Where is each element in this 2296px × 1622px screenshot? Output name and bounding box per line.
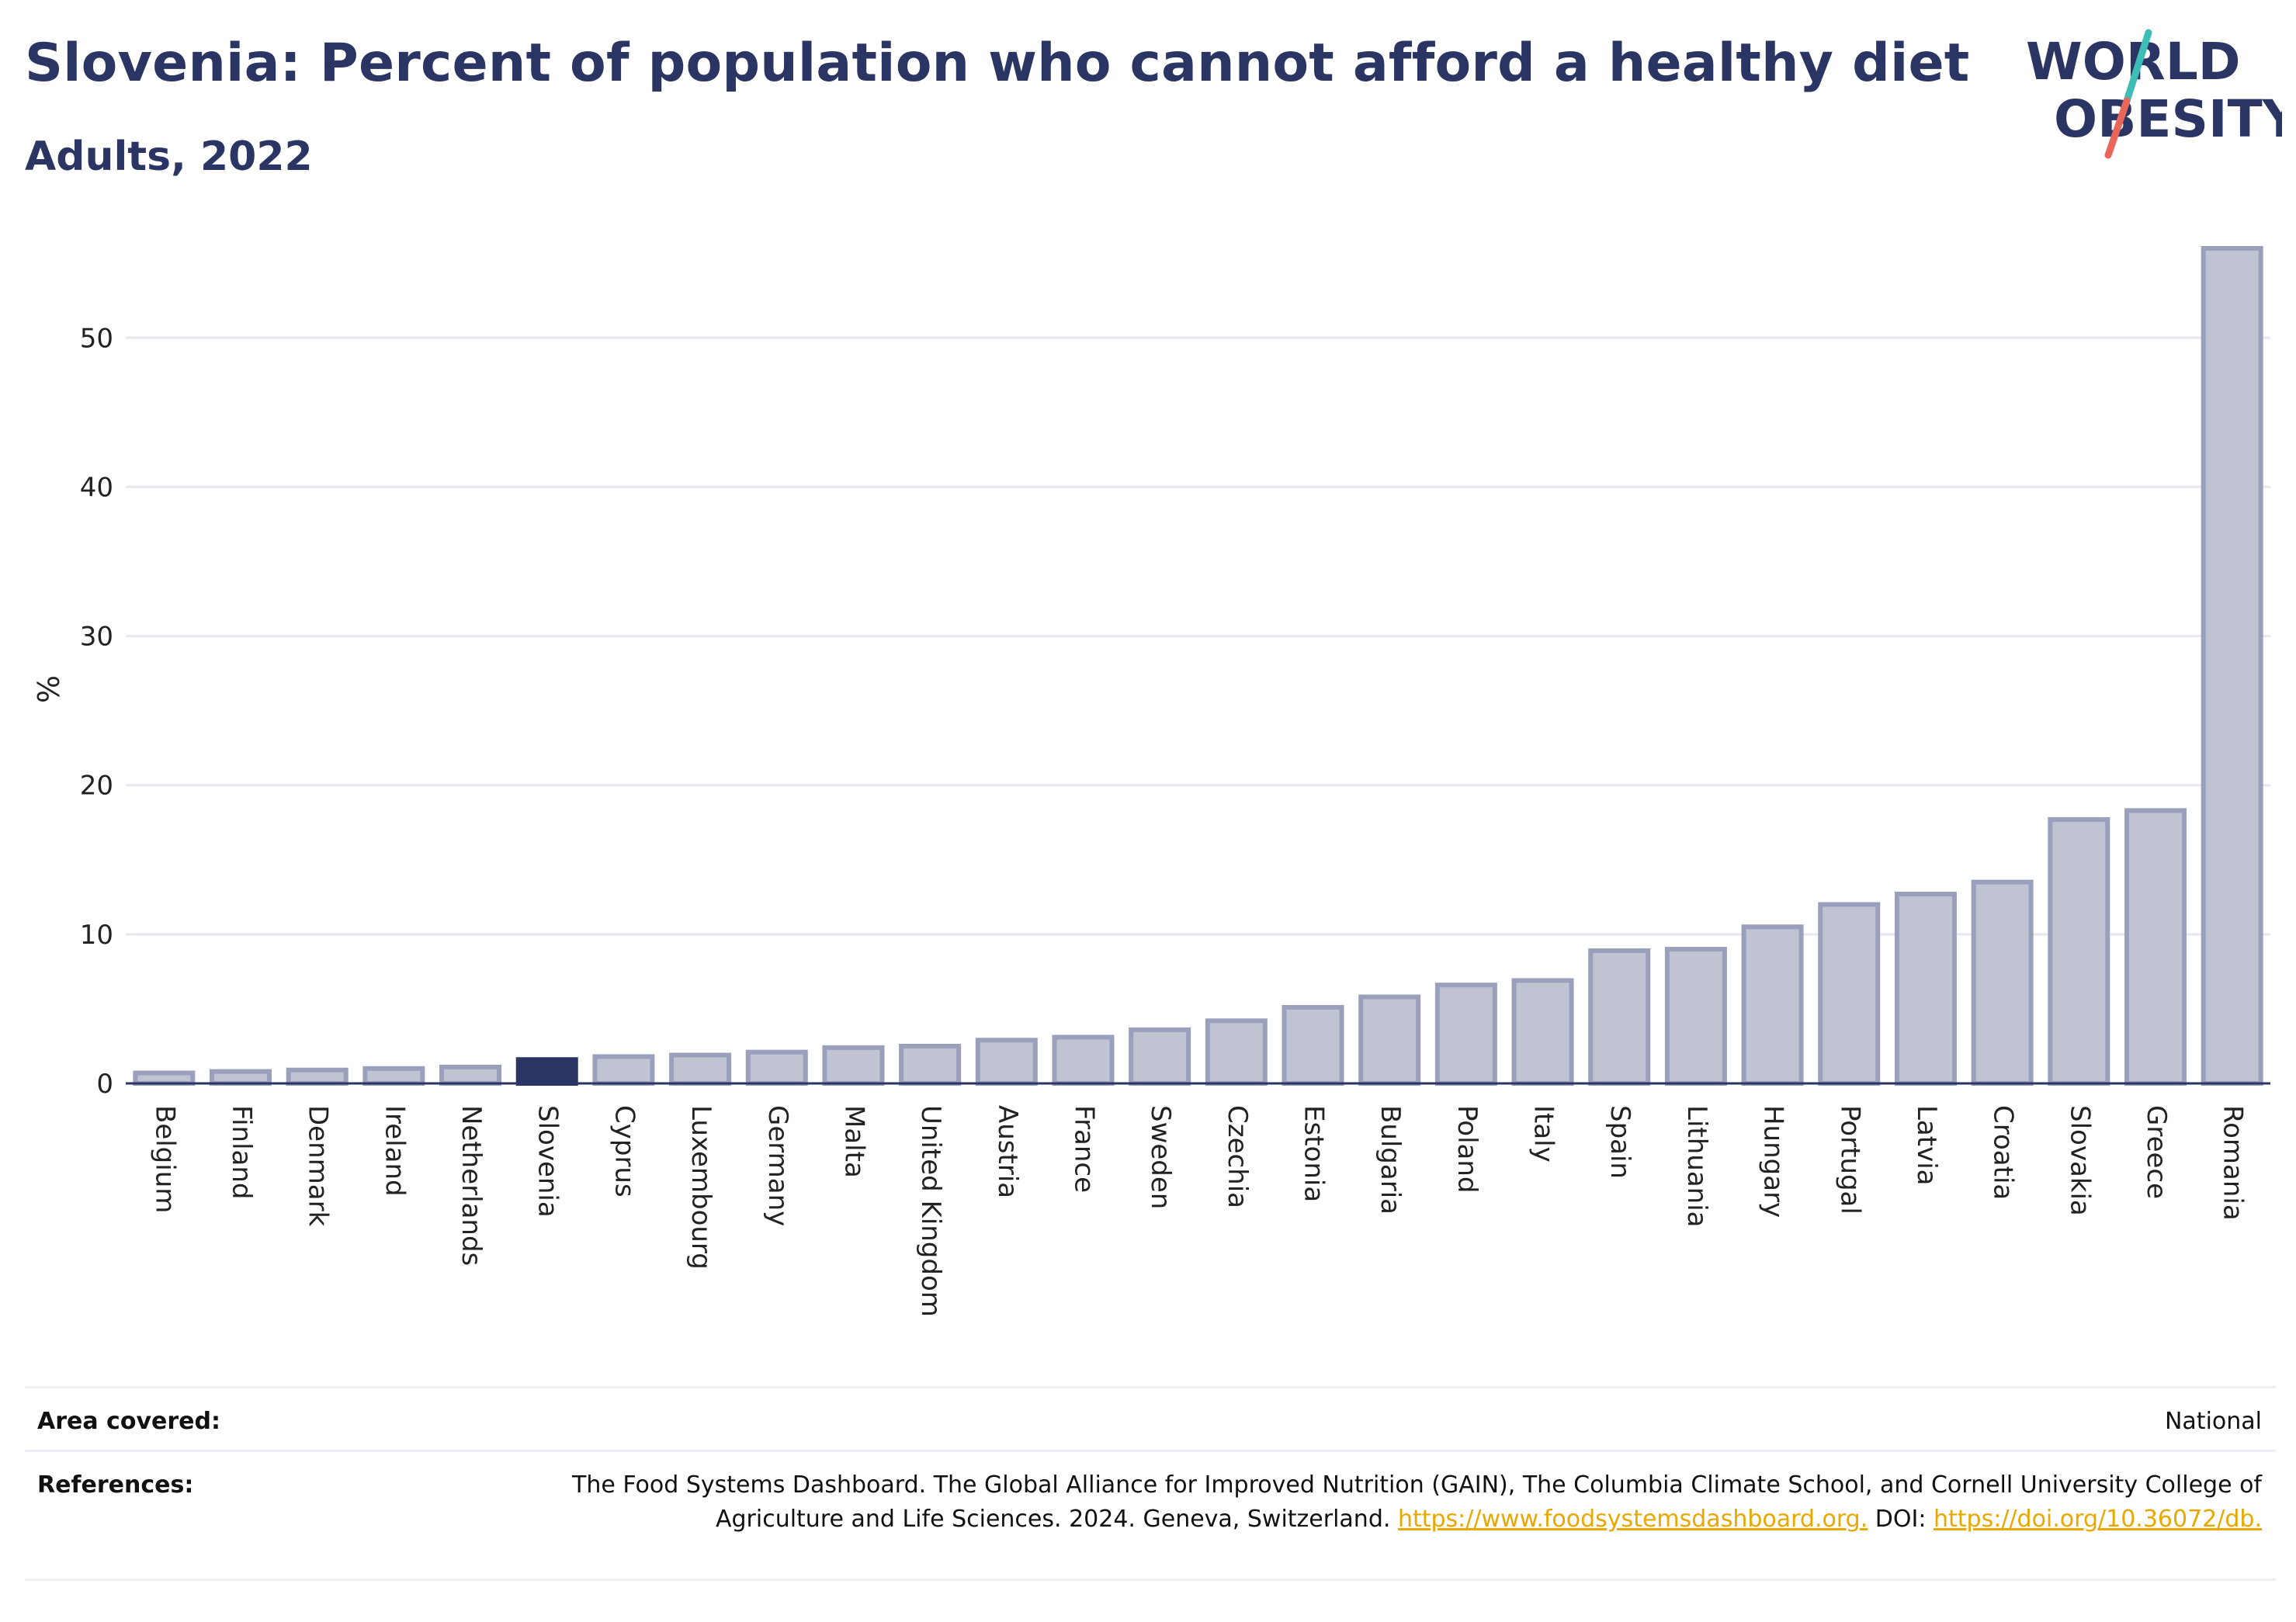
bar-greece — [2124, 808, 2187, 1086]
bar-bulgaria — [1358, 994, 1421, 1086]
x-axis-category-labels: Belgium Finland Denmark Ireland Netherlands S… — [149, 1105, 2248, 1317]
logo-slash-coral — [2104, 97, 2131, 159]
bar-romania — [2201, 246, 2263, 1086]
x-tick-label: Czechia — [1222, 1105, 1253, 1208]
bar-slovenia — [515, 1057, 578, 1087]
x-tick-label: Luxembourg — [685, 1105, 716, 1270]
area-covered-label: Area covered: — [37, 1408, 220, 1435]
bar-croatia — [1971, 879, 2034, 1087]
bar-hungary — [1741, 924, 1804, 1086]
x-tick-label: Germany — [762, 1105, 793, 1226]
bar-poland — [1434, 983, 1497, 1086]
x-tick-label: Cyprus — [609, 1105, 640, 1197]
x-tick-label: Poland — [1451, 1105, 1483, 1194]
bar-belgium — [133, 1070, 196, 1087]
chart-title: Slovenia: Percent of population who cann… — [25, 33, 1970, 94]
y-axis-title: % — [30, 675, 64, 703]
grid-lines — [126, 336, 2270, 936]
x-tick-label: Ireland — [379, 1105, 410, 1197]
references-link-dashboard[interactable]: https://www.foodsystemsdashboard.org. — [1397, 1506, 1868, 1533]
bar-slovakia — [2048, 816, 2110, 1086]
footer-divider-middle — [25, 1450, 2276, 1452]
bar-denmark — [286, 1067, 349, 1087]
logo-slash-teal — [2123, 29, 2152, 105]
world-obesity-logo: WORLD OBESITY — [2026, 29, 2282, 159]
chart-subtitle: Adults, 2022 — [25, 133, 313, 180]
references-text: The Food Systems Dashboard. The Global A… — [515, 1468, 2262, 1537]
references-link-doi[interactable]: https://doi.org/10.36072/db. — [1934, 1506, 2262, 1533]
bar-sweden — [1129, 1027, 1191, 1087]
references-doi-label: DOI: — [1868, 1506, 1934, 1533]
bar-ireland — [362, 1066, 425, 1087]
x-tick-label: Finland — [226, 1105, 257, 1200]
x-tick-label: Netherlands — [456, 1105, 487, 1266]
bar-portugal — [1818, 902, 1881, 1087]
bar-luxembourg — [669, 1052, 732, 1086]
x-tick-label: Hungary — [1758, 1105, 1789, 1218]
x-tick-label: Slovenia — [532, 1105, 564, 1218]
x-tick-label: United Kingdom — [915, 1105, 946, 1317]
bar-cyprus — [592, 1054, 655, 1087]
x-tick-label: Denmark — [303, 1105, 334, 1227]
bar-netherlands — [439, 1064, 502, 1086]
bar-united-kingdom — [899, 1043, 962, 1086]
x-tick-label: Spain — [1604, 1105, 1635, 1179]
y-tick-label: 20 — [80, 771, 113, 802]
x-tick-label: Malta — [838, 1105, 869, 1178]
bar-austria — [975, 1038, 1038, 1086]
bar-france — [1052, 1035, 1115, 1086]
y-axis-ticks: 0 10 20 30 40 50 — [80, 323, 113, 1100]
references-label: References: — [37, 1471, 194, 1499]
x-tick-label: Croatia — [1988, 1105, 2019, 1200]
x-tick-label: Latvia — [1911, 1105, 1942, 1186]
y-tick-label: 10 — [80, 920, 113, 951]
x-tick-label: Greece — [2141, 1105, 2172, 1199]
x-tick-label: Austria — [992, 1105, 1023, 1198]
bars — [133, 246, 2263, 1087]
bar-chart: 0 10 20 30 40 50 Belgium Finland Denmark Ireland… — [30, 246, 2270, 1317]
bar-lithuania — [1664, 947, 1727, 1086]
footer-divider-top — [25, 1386, 2276, 1388]
bar-germany — [745, 1049, 808, 1087]
y-tick-label: 0 — [96, 1069, 113, 1100]
bar-spain — [1588, 948, 1651, 1086]
x-tick-label: Bulgaria — [1375, 1105, 1406, 1215]
x-tick-label: Lithuania — [1681, 1105, 1712, 1227]
x-tick-label: Italy — [1528, 1105, 1559, 1163]
bar-latvia — [1894, 891, 1957, 1086]
x-tick-label: Estonia — [1299, 1105, 1330, 1202]
bar-malta — [822, 1045, 885, 1087]
footer-divider-bottom — [25, 1579, 2276, 1581]
references-body: The Food Systems Dashboard. The Global A… — [572, 1471, 2262, 1533]
x-tick-label: Romania — [2218, 1105, 2249, 1221]
bar-estonia — [1282, 1005, 1344, 1087]
x-tick-label: Sweden — [1145, 1105, 1176, 1209]
x-tick-label: Slovakia — [2064, 1105, 2095, 1216]
bar-italy — [1511, 978, 1574, 1086]
bar-czechia — [1205, 1018, 1268, 1087]
y-tick-label: 40 — [80, 472, 113, 503]
area-covered-value: National — [2164, 1408, 2262, 1435]
logo-line2: OBESITY — [2054, 89, 2282, 149]
bar-finland — [210, 1069, 272, 1086]
x-tick-label: France — [1068, 1105, 1099, 1193]
x-tick-label: Belgium — [149, 1105, 180, 1213]
y-tick-label: 30 — [80, 622, 113, 653]
y-tick-label: 50 — [80, 323, 113, 354]
x-tick-label: Portugal — [1834, 1105, 1865, 1215]
